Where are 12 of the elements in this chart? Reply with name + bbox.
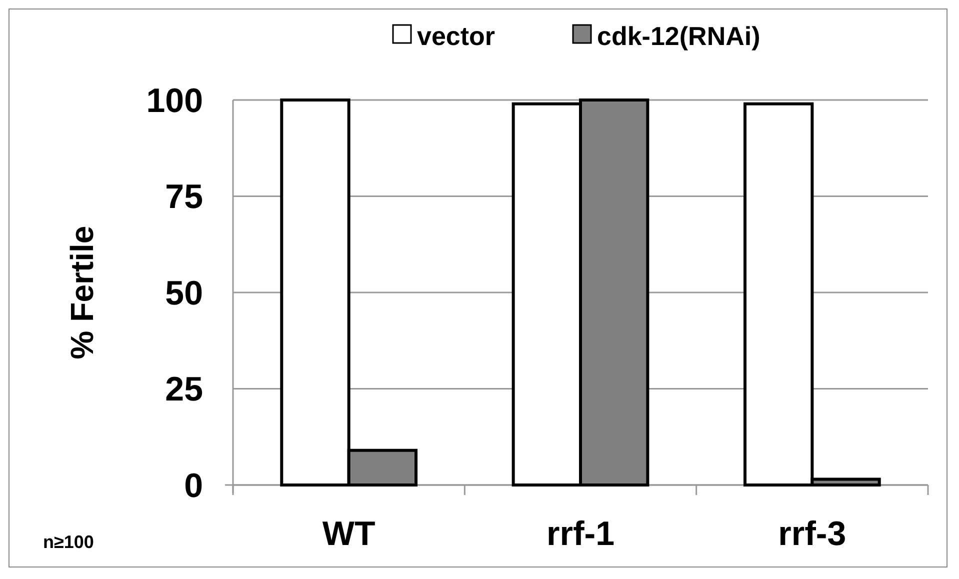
y-tick-label: 100	[146, 82, 203, 120]
y-tick-label: 50	[165, 274, 203, 312]
y-tick-label: 75	[165, 178, 203, 216]
y-tick-label: 0	[184, 466, 203, 505]
x-tick-label: rrf-1	[546, 515, 615, 553]
y-tick-label: 25	[165, 370, 203, 409]
y-axis-title: % Fertile	[64, 226, 100, 360]
text: n≥100	[43, 532, 94, 552]
x-tick-label: rrf-3	[778, 515, 846, 553]
legend-label: vector	[417, 21, 496, 52]
legend-label: cdk-12(RNAi)	[597, 21, 760, 52]
x-tick-label: WT	[322, 515, 376, 553]
